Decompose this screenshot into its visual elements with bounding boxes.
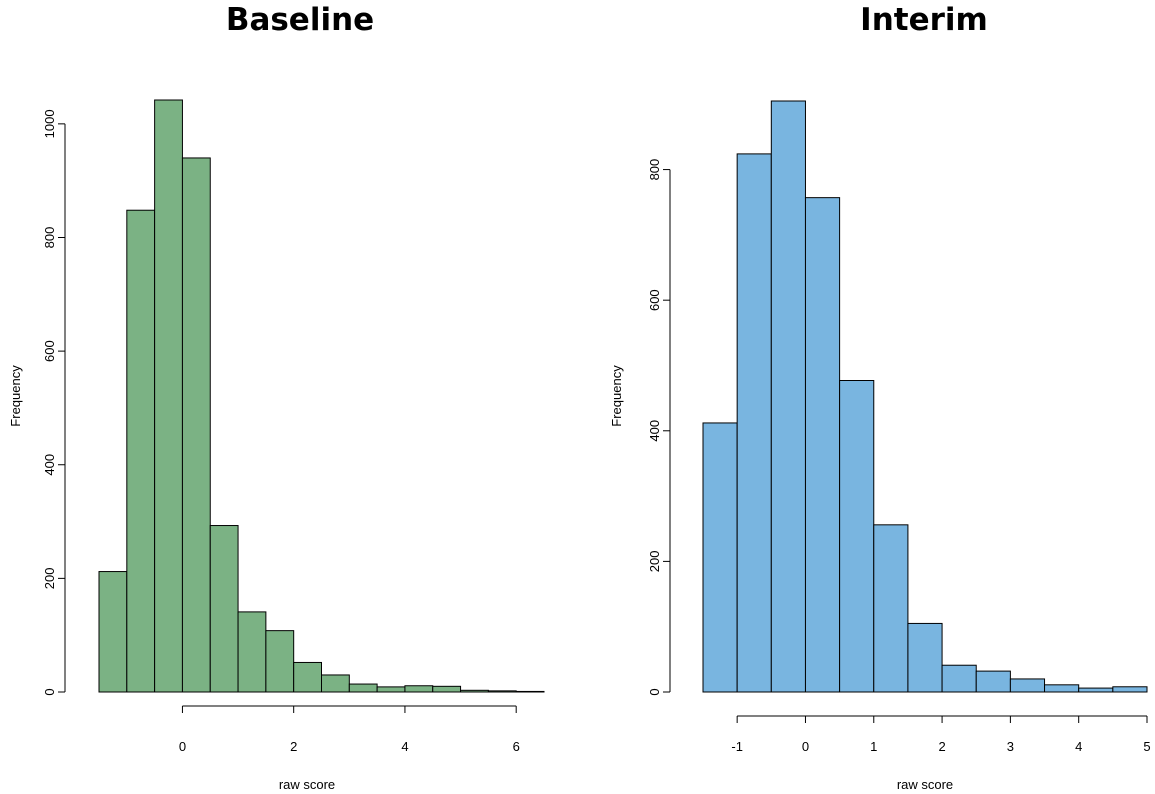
- interim-x-tick-label: 3: [1007, 739, 1014, 754]
- baseline-x-tick-label: 0: [179, 739, 186, 754]
- baseline-bar: [460, 689, 489, 693]
- baseline-bar: [98, 571, 128, 693]
- interim-bar: [975, 670, 1011, 693]
- baseline-bar: [237, 611, 267, 693]
- baseline-y-axis-title: Frequency: [8, 365, 23, 427]
- baseline-bar: [321, 674, 350, 693]
- interim-x-axis-title: raw score: [897, 777, 953, 792]
- baseline-bar: [487, 690, 517, 693]
- interim-bar: [770, 100, 806, 693]
- baseline-y-tick-label: 200: [42, 568, 57, 590]
- interim-y-tick-label: 600: [647, 289, 662, 311]
- baseline-y-tick-label: 400: [42, 454, 57, 476]
- interim-x-tick-label: -1: [731, 739, 743, 754]
- baseline-bar: [376, 686, 406, 693]
- interim-bar: [941, 664, 977, 693]
- baseline-bar: [515, 690, 545, 693]
- interim-histogram: 0 200 400 600 800 -1 0 1 2 3 4 5 raw score Frequency: [609, 100, 1151, 792]
- baseline-bar: [265, 630, 295, 693]
- baseline-bar: [432, 685, 462, 693]
- baseline-y-tick-label: 0: [42, 688, 57, 695]
- interim-y-tick-label: 400: [647, 420, 662, 442]
- interim-title: Interim: [860, 2, 988, 38]
- interim-y-axis-title: Frequency: [609, 365, 624, 427]
- interim-bar: [804, 197, 841, 693]
- interim-x-tick-label: 0: [802, 739, 809, 754]
- interim-bar: [1112, 686, 1148, 693]
- baseline-x-axis-title: raw score: [279, 777, 335, 792]
- interim-bar: [839, 380, 875, 693]
- interim-x-tick-label: 2: [938, 739, 945, 754]
- interim-bar: [736, 153, 772, 693]
- interim-x-tick-label: 5: [1143, 739, 1150, 754]
- interim-y-tick-label: 800: [647, 159, 662, 181]
- baseline-bar: [404, 685, 434, 693]
- interim-x-tick-label: 1: [870, 739, 877, 754]
- interim-x-tick-label: 4: [1075, 739, 1082, 754]
- baseline-histogram: 0 200 400 600 800 1000 0 2 4 6 raw score Frequency: [8, 99, 545, 792]
- interim-bar: [873, 524, 909, 693]
- interim-bar: [907, 622, 943, 693]
- baseline-x-tick-label: 6: [513, 739, 520, 754]
- baseline-bar: [348, 683, 378, 693]
- baseline-x-tick-label: 2: [290, 739, 297, 754]
- baseline-y-tick-label: 1000: [42, 109, 57, 138]
- interim-bar: [702, 422, 738, 693]
- baseline-title: Baseline: [225, 2, 375, 38]
- interim-bar: [1044, 684, 1080, 693]
- baseline-bar: [209, 525, 239, 693]
- baseline-y-tick-label: 800: [42, 227, 57, 249]
- baseline-bar: [126, 209, 156, 693]
- interim-bar: [1078, 687, 1114, 693]
- baseline-bar: [154, 99, 183, 693]
- interim-y-tick-label: 0: [647, 688, 662, 695]
- interim-y-tick-label: 200: [647, 551, 662, 573]
- baseline-x-tick-label: 4: [401, 739, 408, 754]
- baseline-bar: [293, 661, 322, 693]
- interim-bar: [1009, 678, 1046, 693]
- baseline-bar: [181, 157, 211, 693]
- baseline-y-tick-label: 600: [42, 340, 57, 362]
